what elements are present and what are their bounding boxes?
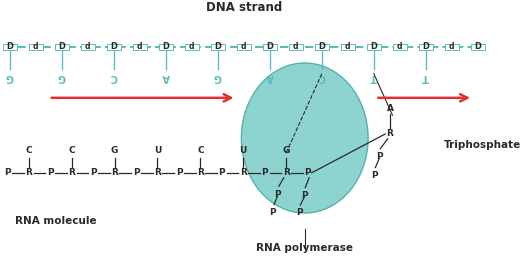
FancyBboxPatch shape xyxy=(55,43,69,50)
Text: d: d xyxy=(449,42,455,51)
Text: C: C xyxy=(197,146,204,155)
Text: P: P xyxy=(371,171,378,180)
FancyBboxPatch shape xyxy=(341,43,355,50)
FancyBboxPatch shape xyxy=(185,43,199,50)
FancyBboxPatch shape xyxy=(419,43,432,50)
Text: D: D xyxy=(6,42,13,51)
Text: D: D xyxy=(266,42,274,51)
Text: D: D xyxy=(162,42,169,51)
FancyBboxPatch shape xyxy=(133,43,147,50)
Text: P: P xyxy=(90,168,97,177)
FancyBboxPatch shape xyxy=(81,43,95,50)
Text: RNA polymerase: RNA polymerase xyxy=(256,243,353,253)
Text: P: P xyxy=(304,168,311,177)
Text: R: R xyxy=(68,168,75,177)
Text: P: P xyxy=(47,168,53,177)
Text: R: R xyxy=(154,168,161,177)
Text: C: C xyxy=(68,146,75,155)
Text: R: R xyxy=(111,168,118,177)
Text: d: d xyxy=(137,42,143,51)
Text: P: P xyxy=(133,168,139,177)
Text: P: P xyxy=(261,168,268,177)
Text: G: G xyxy=(58,72,66,82)
Text: d: d xyxy=(85,42,90,51)
Text: P: P xyxy=(274,190,281,199)
FancyBboxPatch shape xyxy=(393,43,407,50)
FancyBboxPatch shape xyxy=(445,43,459,50)
Text: DNA strand: DNA strand xyxy=(206,1,282,14)
Text: P: P xyxy=(269,208,276,217)
FancyBboxPatch shape xyxy=(289,43,303,50)
Text: P: P xyxy=(176,168,182,177)
Text: R: R xyxy=(25,168,32,177)
FancyBboxPatch shape xyxy=(107,43,120,50)
Text: D: D xyxy=(214,42,221,51)
Text: P: P xyxy=(301,191,308,200)
Text: Triphosphate: Triphosphate xyxy=(444,140,521,150)
Text: A: A xyxy=(386,103,393,113)
Text: P: P xyxy=(376,152,383,161)
Text: d: d xyxy=(345,42,351,51)
FancyBboxPatch shape xyxy=(315,43,328,50)
FancyBboxPatch shape xyxy=(471,43,485,50)
Text: T: T xyxy=(422,72,429,82)
Text: R: R xyxy=(197,168,204,177)
Text: d: d xyxy=(397,42,402,51)
Text: G: G xyxy=(111,146,118,155)
Text: R: R xyxy=(283,168,290,177)
Text: D: D xyxy=(110,42,117,51)
Text: G: G xyxy=(214,72,222,82)
FancyBboxPatch shape xyxy=(29,43,43,50)
Text: C: C xyxy=(318,72,325,82)
Text: R: R xyxy=(240,168,247,177)
FancyBboxPatch shape xyxy=(367,43,381,50)
Text: D: D xyxy=(58,42,65,51)
FancyBboxPatch shape xyxy=(263,43,277,50)
Text: d: d xyxy=(189,42,194,51)
Text: P: P xyxy=(296,208,303,217)
FancyBboxPatch shape xyxy=(159,43,173,50)
Text: U: U xyxy=(240,146,247,155)
FancyBboxPatch shape xyxy=(211,43,224,50)
Text: U: U xyxy=(154,146,161,155)
Text: T: T xyxy=(371,72,377,82)
Text: d: d xyxy=(33,42,39,51)
Text: C: C xyxy=(25,146,32,155)
Text: P: P xyxy=(4,168,11,177)
Ellipse shape xyxy=(241,63,368,213)
Text: G: G xyxy=(6,72,14,82)
Text: A: A xyxy=(266,72,274,82)
FancyBboxPatch shape xyxy=(237,43,251,50)
Text: D: D xyxy=(318,42,325,51)
Text: C: C xyxy=(110,72,117,82)
Text: d: d xyxy=(293,42,298,51)
FancyBboxPatch shape xyxy=(3,43,16,50)
Text: R: R xyxy=(386,129,393,139)
Text: RNA molecule: RNA molecule xyxy=(15,216,97,226)
Text: G: G xyxy=(282,146,290,155)
Text: P: P xyxy=(219,168,225,177)
Text: D: D xyxy=(422,42,429,51)
Text: A: A xyxy=(162,72,169,82)
Text: d: d xyxy=(241,42,247,51)
Text: D: D xyxy=(474,42,482,51)
Text: D: D xyxy=(370,42,378,51)
